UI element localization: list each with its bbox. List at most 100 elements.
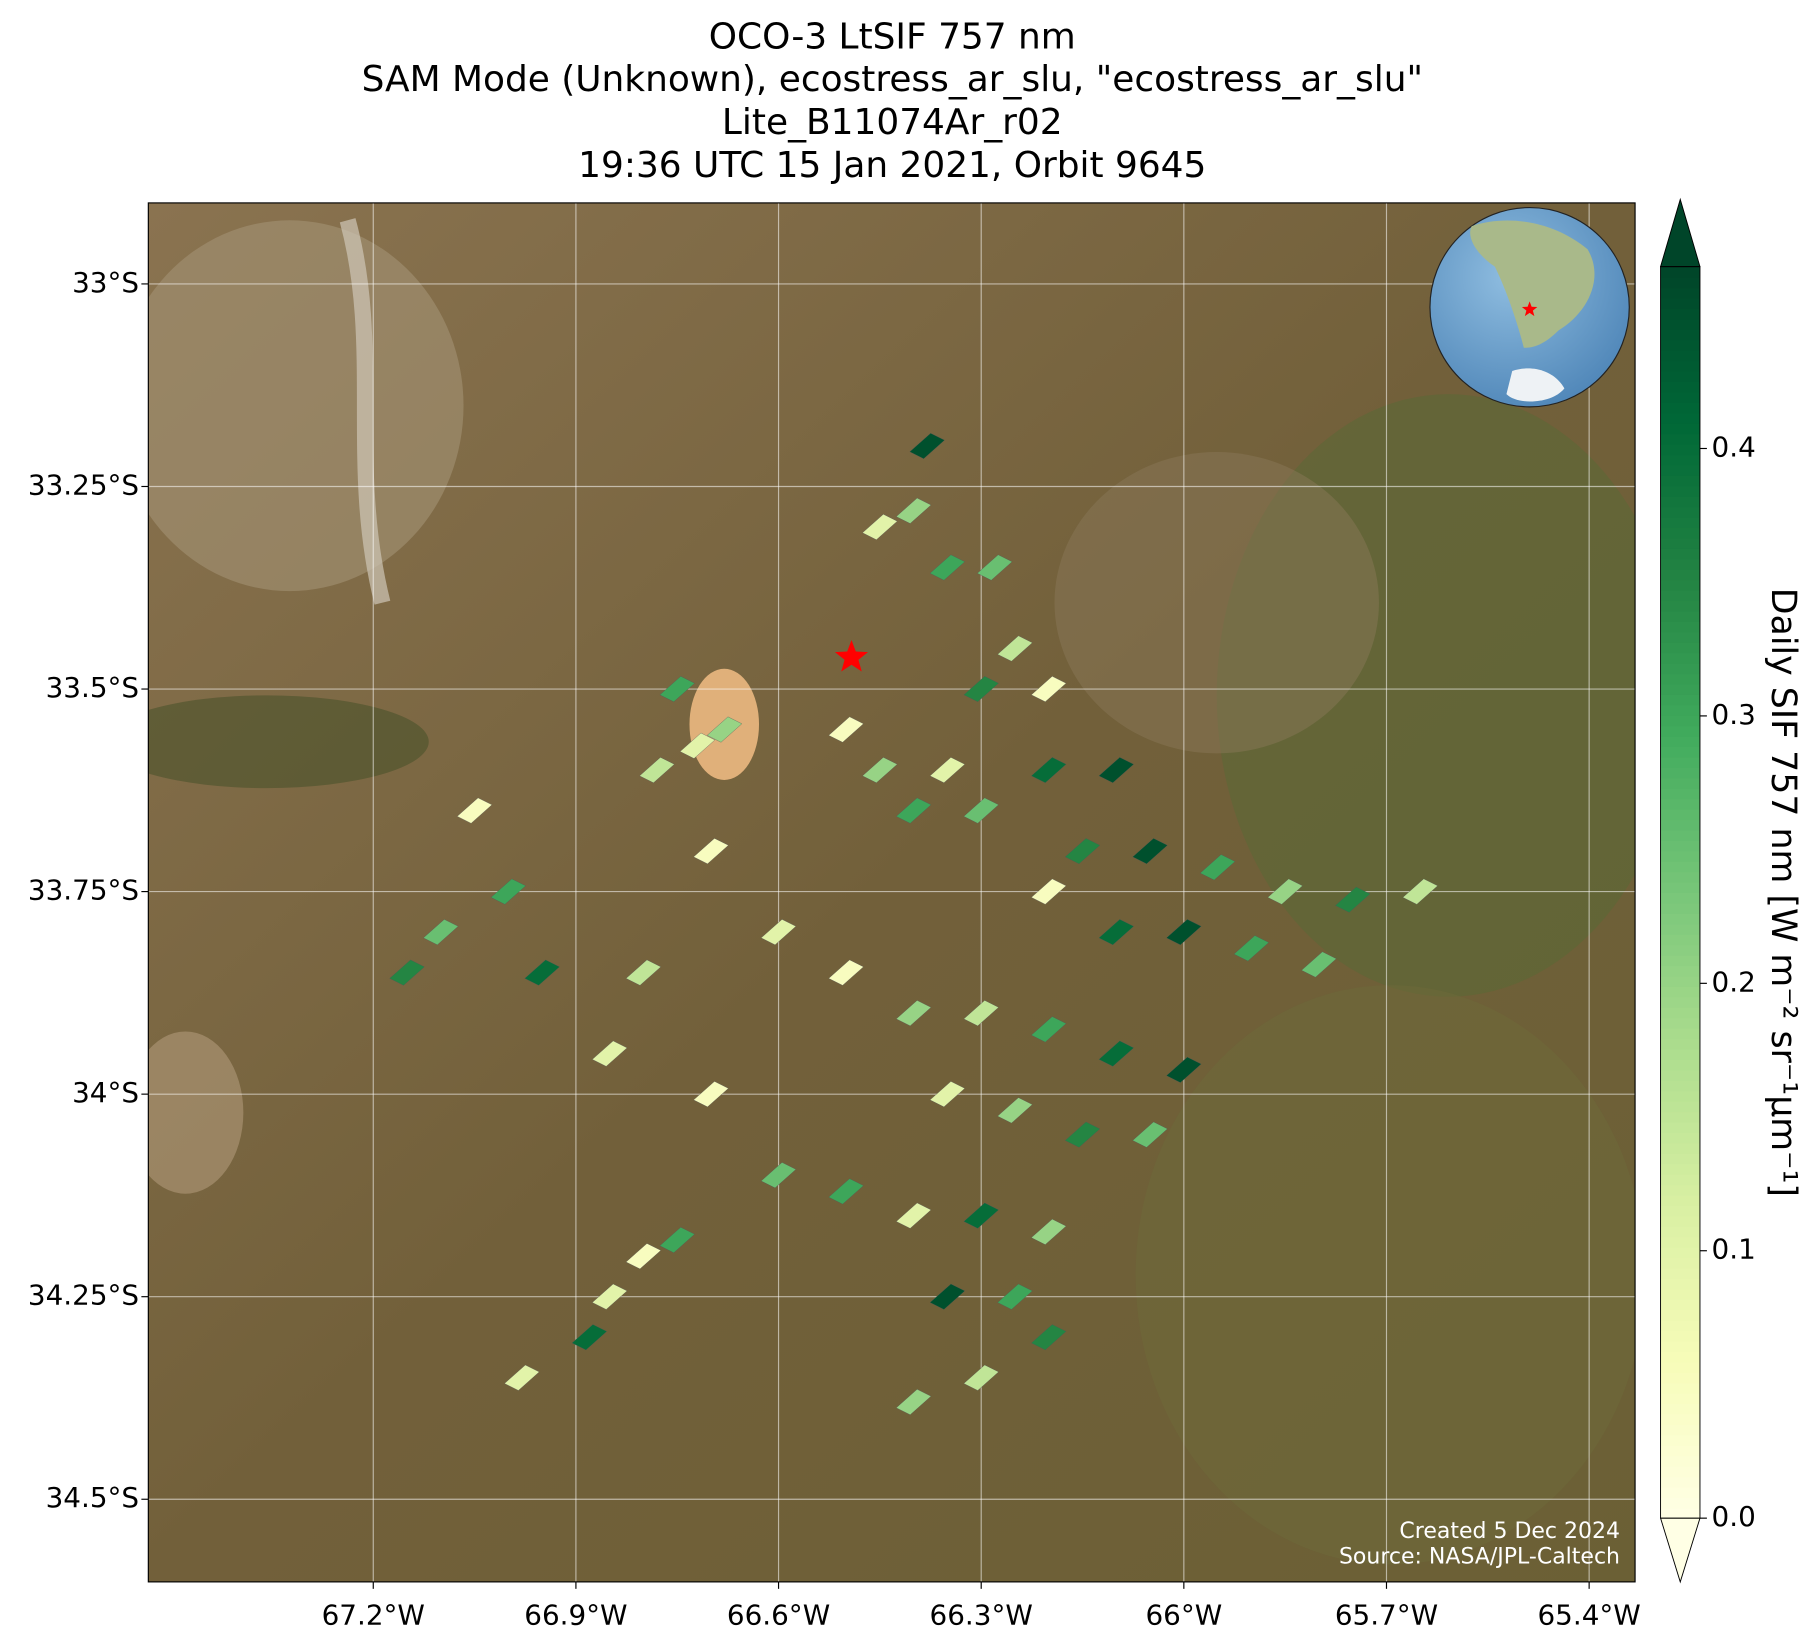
colorbar-segment — [1660, 1059, 1700, 1071]
y-tick-label: 33.25°S — [28, 468, 139, 501]
colorbar-segment — [1660, 735, 1700, 748]
colorbar-segment — [1660, 798, 1700, 810]
x-tick-label: 66°W — [1145, 1599, 1222, 1632]
sounding — [1335, 886, 1371, 913]
y-tick-label: 33.75°S — [28, 874, 139, 907]
colorbar-segment — [1660, 1007, 1700, 1019]
colorbar-segment — [1660, 1163, 1700, 1175]
colorbar-segment — [1660, 1173, 1700, 1186]
colorbar-segment — [1660, 475, 1700, 487]
sounding — [997, 635, 1033, 662]
colorbar-segment — [1660, 715, 1700, 727]
colorbar-tick-label: 0.1 — [1712, 1233, 1756, 1266]
sounding — [1132, 1121, 1168, 1148]
sounding — [679, 732, 716, 759]
colorbar-segment — [1660, 433, 1700, 445]
colorbar-segment — [1660, 673, 1700, 685]
colorbar-segment — [1660, 808, 1700, 821]
colorbar-segment — [1660, 725, 1700, 737]
colorbar-label: Daily SIF 757 nm [W m⁻² sr⁻¹μm⁻¹] — [1763, 588, 1803, 1197]
colorbar-segment — [1660, 569, 1700, 581]
sounding — [1064, 1121, 1101, 1148]
colorbar-segment — [1660, 902, 1700, 914]
sounding — [639, 757, 675, 784]
y-tick-label: 34.5°S — [46, 1481, 139, 1514]
sounding — [895, 1000, 932, 1027]
colorbar-segment — [1660, 308, 1700, 320]
colorbar-segment — [1660, 704, 1700, 716]
colorbar-segment — [1660, 318, 1700, 330]
soundings — [389, 433, 1438, 1415]
colorbar-segment — [1660, 277, 1700, 289]
colorbar-segment — [1660, 829, 1700, 841]
sounding — [929, 554, 966, 581]
colorbar-segment — [1660, 1507, 1700, 1519]
colorbar-segment — [1660, 527, 1700, 539]
colorbar-segment — [1660, 1434, 1700, 1446]
sounding — [659, 1227, 695, 1253]
colorbar-segment — [1660, 391, 1700, 403]
sounding — [1031, 878, 1067, 905]
x-tick-label: 66.9°W — [524, 1599, 627, 1632]
colorbar-segment — [1660, 777, 1700, 789]
sounding — [1031, 676, 1067, 702]
x-tick-label: 66.3°W — [930, 1599, 1033, 1632]
colorbar-segment — [1660, 1361, 1700, 1373]
x-tick-label: 65.7°W — [1335, 1599, 1438, 1632]
colorbar-segment — [1660, 1497, 1700, 1509]
sounding — [895, 1389, 932, 1415]
colorbar-segment — [1660, 986, 1700, 998]
sounding — [862, 757, 898, 784]
colorbar-segment — [1660, 1382, 1700, 1394]
sounding — [693, 838, 729, 865]
colorbar-segment — [1660, 1257, 1700, 1269]
colorbar-segment — [1660, 600, 1700, 612]
colorbar-segment — [1660, 443, 1700, 456]
colorbar-segment — [1660, 1246, 1700, 1259]
colorbar-segment — [1660, 329, 1700, 341]
target-marker — [834, 640, 869, 672]
colorbar-segment — [1660, 871, 1700, 883]
colorbar-segment — [1660, 287, 1700, 299]
chart-title: OCO-3 LtSIF 757 nm — [709, 16, 1076, 57]
colorbar-segment — [1660, 548, 1700, 560]
colorbar-segment — [1660, 840, 1700, 852]
sounding — [1031, 757, 1067, 784]
colorbar-segment — [1660, 913, 1700, 925]
sounding — [504, 1364, 540, 1391]
sounding — [1233, 935, 1270, 962]
sounding — [963, 1202, 999, 1229]
colorbar-segment — [1660, 954, 1700, 967]
colorbar-segment — [1660, 642, 1700, 654]
colorbar-segment — [1660, 1132, 1700, 1144]
colorbar-segment — [1660, 756, 1700, 768]
x-tick-label: 65.4°W — [1537, 1599, 1640, 1632]
colorbar-segment — [1660, 297, 1700, 310]
colorbar-segment — [1660, 892, 1700, 904]
colorbar-segment — [1660, 662, 1700, 675]
colorbar-segment — [1660, 694, 1700, 706]
colorbar-segment — [1660, 923, 1700, 935]
colorbar-segment — [1660, 1017, 1700, 1029]
grid — [148, 202, 1636, 1582]
colorbar-segment — [1660, 1090, 1700, 1102]
colorbar-segment — [1660, 381, 1700, 393]
x-tick-label: 66.6°W — [727, 1599, 830, 1632]
colorbar-segment — [1660, 1267, 1700, 1279]
colorbar-segment — [1660, 1486, 1700, 1498]
sounding — [963, 1000, 999, 1027]
colorbar-segment — [1660, 1038, 1700, 1050]
colorbar-segment — [1660, 579, 1700, 591]
colorbar-segment — [1660, 1340, 1700, 1352]
colorbar-segment — [1660, 944, 1700, 956]
sounding — [963, 797, 999, 824]
colorbar-segment — [1660, 1413, 1700, 1425]
colorbar-segment — [1660, 496, 1700, 508]
colorbar-segment — [1660, 1080, 1700, 1092]
sounding — [625, 959, 662, 986]
sounding — [828, 959, 864, 986]
colorbar-tick-label: 0.3 — [1712, 698, 1756, 731]
y-tick-label: 34°S — [72, 1076, 139, 1109]
colorbar-tick-label: 0.0 — [1712, 1500, 1756, 1533]
sounding — [963, 676, 999, 702]
